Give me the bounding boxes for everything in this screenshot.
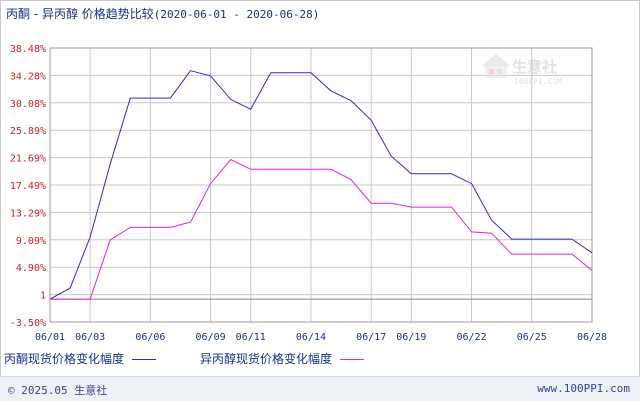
x-axis-ticks: 06/01 06/03 06/06 06/09 06/11 06/14 06/17 06/19… — [35, 332, 607, 343]
footer-bar: © 2025.05 生意社 www.100PPI.com — [0, 376, 640, 401]
x-tick-label: 06/19 — [396, 332, 426, 343]
y-tick-label: 13.29% — [10, 208, 46, 219]
footer-site-link[interactable]: www.100PPI.com — [537, 382, 630, 395]
legend-swatch-1 — [132, 359, 157, 360]
watermark-sub: 100PPI.COM — [514, 77, 562, 86]
watermark-logo-icon — [482, 54, 510, 78]
x-tick-label: 06/01 — [35, 332, 65, 343]
x-tick-label: 06/14 — [296, 332, 326, 343]
x-tick-label: 06/06 — [135, 332, 165, 343]
y-axis-ticks: 38.48% 34.28% 30.08% 25.89% 21.69% 17.49% 13.2… — [10, 44, 46, 329]
y-tick-label: 34.28% — [10, 71, 46, 82]
x-tick-label: 06/22 — [457, 332, 487, 343]
y-tick-label: 4.90% — [16, 263, 46, 274]
grid-lines — [49, 47, 593, 323]
chart-title-main: 丙酮 - 异丙醇 价格趋势比较 — [6, 7, 154, 21]
x-tick-label: 06/28 — [577, 332, 607, 343]
chart-title: 丙酮 - 异丙醇 价格趋势比较(2020-06-01 - 2020-06-28) — [6, 5, 319, 22]
plot-area-border — [49, 47, 593, 323]
series-lines — [49, 70, 593, 300]
x-tick-label: 06/17 — [356, 332, 386, 343]
x-tick-label: 06/03 — [75, 332, 105, 343]
x-tick-label: 06/25 — [517, 332, 547, 343]
y-tick-label: 25.89% — [10, 126, 46, 137]
y-tick-label: 21.69% — [10, 154, 46, 165]
y-tick-label: 17.49% — [10, 181, 46, 192]
legend-item-2: 异丙醇现货价格变化幅度 — [200, 350, 365, 367]
series-line-1 — [49, 70, 593, 300]
legend-item-1: 丙酮现货价格变化幅度 — [4, 350, 157, 367]
x-tick-label: 06/11 — [236, 332, 266, 343]
y-tick-label: 30.08% — [10, 99, 46, 110]
footer-copyright: © 2025.05 生意社 — [8, 384, 108, 397]
legend-label-2: 异丙醇现货价格变化幅度 — [200, 352, 333, 366]
watermark-text: 生意社 — [512, 58, 557, 76]
legend-label-1: 丙酮现货价格变化幅度 — [4, 352, 125, 366]
chart-title-range: (2020-06-01 - 2020-06-28) — [153, 8, 320, 21]
y-tick-label: -3.50% — [10, 318, 46, 329]
axes — [49, 47, 593, 323]
y-tick-label: 9.09% — [16, 236, 46, 247]
series-line-2 — [50, 158, 593, 300]
y-tick-label: 38.48% — [10, 44, 46, 55]
legend-swatch-2 — [340, 359, 365, 360]
y-tick-label: 1 — [40, 291, 46, 302]
x-tick-label: 06/09 — [196, 332, 226, 343]
watermark: 生意社 100PPI.COM — [482, 54, 562, 86]
